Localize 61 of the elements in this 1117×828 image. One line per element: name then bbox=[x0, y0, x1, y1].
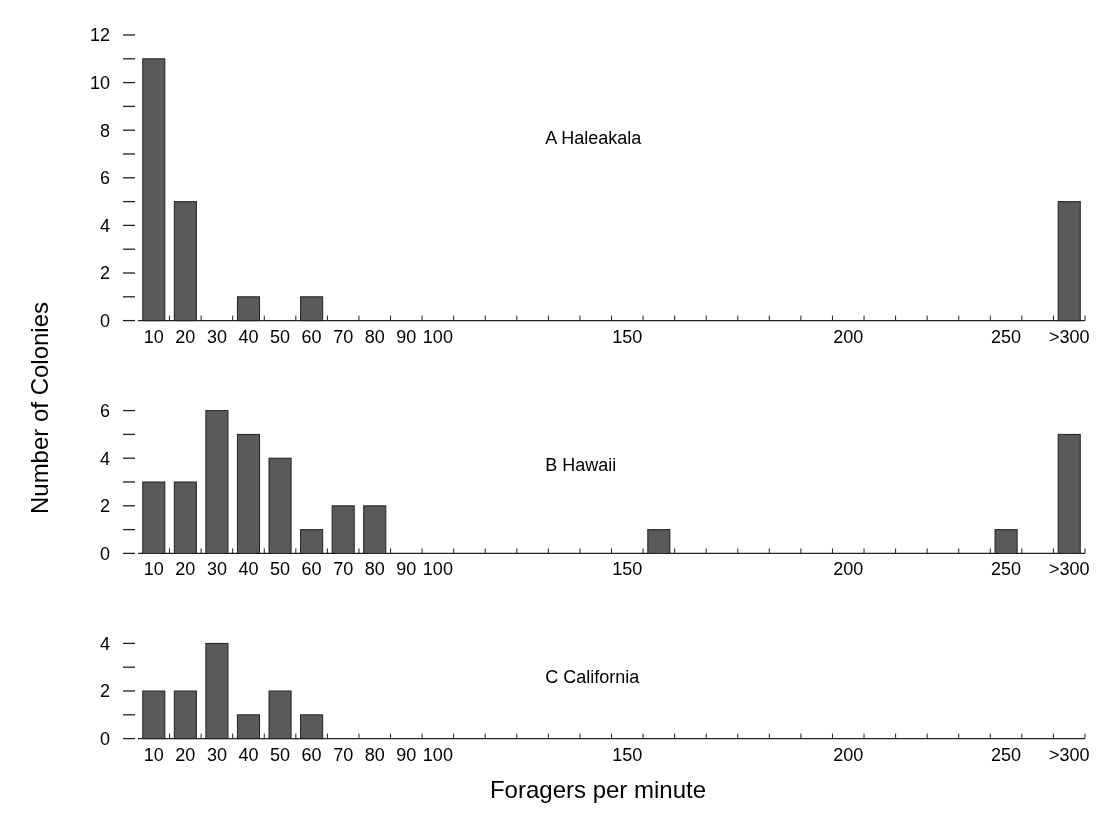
x-tick-label: 50 bbox=[270, 744, 291, 765]
text: B Hawaii bbox=[545, 454, 617, 475]
x-tick-label: 200 bbox=[833, 326, 864, 347]
text: C California bbox=[545, 667, 641, 688]
y-tick-label: 2 bbox=[99, 681, 110, 702]
y-axis-title: Number of Colonies bbox=[26, 301, 53, 515]
y-tick-label: 10 bbox=[89, 72, 110, 93]
x-tick-label: 250 bbox=[991, 326, 1022, 347]
x-tick-label: 90 bbox=[396, 559, 417, 580]
y-tick-label: 8 bbox=[99, 120, 110, 141]
x-tick-label: 60 bbox=[301, 326, 322, 347]
x-tick-label: 50 bbox=[270, 326, 291, 347]
y-tick-label: 4 bbox=[99, 448, 110, 469]
x-tick-label: >300 bbox=[1048, 326, 1090, 347]
x-tick-label: 250 bbox=[991, 559, 1022, 580]
x-tick-label: 60 bbox=[301, 559, 322, 580]
x-tick-label: 30 bbox=[206, 744, 227, 765]
x-tick-label: >300 bbox=[1048, 744, 1090, 765]
x-tick-label: 200 bbox=[833, 559, 864, 580]
y-tick-label: 6 bbox=[99, 168, 110, 189]
x-tick-label: 50 bbox=[270, 559, 291, 580]
x-tick-label: 100 bbox=[422, 326, 453, 347]
x-tick-label: 70 bbox=[333, 326, 354, 347]
y-tick-label: 2 bbox=[99, 496, 110, 517]
x-tick-label: 10 bbox=[143, 559, 164, 580]
y-tick-label: 12 bbox=[89, 25, 110, 46]
y-tick-label: 4 bbox=[99, 633, 110, 654]
x-tick-label: 20 bbox=[175, 744, 196, 765]
x-tick-label: 60 bbox=[301, 744, 322, 765]
x-tick-label: 10 bbox=[143, 744, 164, 765]
x-tick-label: 30 bbox=[206, 559, 227, 580]
x-tick-label: 150 bbox=[612, 559, 643, 580]
y-tick-label: 0 bbox=[99, 543, 110, 564]
y-tick-label: 0 bbox=[99, 310, 110, 331]
x-tick-label: 70 bbox=[333, 744, 354, 765]
x-tick-label: 150 bbox=[612, 326, 643, 347]
x-tick-label: >300 bbox=[1048, 559, 1090, 580]
x-tick-label: 70 bbox=[333, 559, 354, 580]
x-tick-label: 40 bbox=[238, 326, 259, 347]
x-tick-label: 200 bbox=[833, 744, 864, 765]
x-tick-label: 100 bbox=[422, 744, 453, 765]
x-tick-label: 80 bbox=[364, 744, 385, 765]
x-tick-label: 40 bbox=[238, 559, 259, 580]
x-tick-label: 30 bbox=[206, 326, 227, 347]
x-tick-label: 80 bbox=[364, 326, 385, 347]
x-tick-label: 90 bbox=[396, 744, 417, 765]
x-tick-label: 20 bbox=[175, 326, 196, 347]
x-tick-label: 10 bbox=[143, 326, 164, 347]
y-tick-label: 0 bbox=[99, 728, 110, 749]
y-tick-label: 4 bbox=[99, 215, 110, 236]
x-tick-label: 150 bbox=[612, 744, 643, 765]
text: A Haleakala bbox=[545, 127, 643, 148]
x-axis-title: Foragers per minute bbox=[489, 776, 707, 803]
x-tick-label: 80 bbox=[364, 559, 385, 580]
x-tick-label: 100 bbox=[422, 559, 453, 580]
y-tick-label: 6 bbox=[99, 400, 110, 421]
x-tick-label: 20 bbox=[175, 559, 196, 580]
x-tick-label: 40 bbox=[238, 744, 259, 765]
x-tick-label: 90 bbox=[396, 326, 417, 347]
y-tick-label: 2 bbox=[99, 263, 110, 284]
x-tick-label: 250 bbox=[991, 744, 1022, 765]
